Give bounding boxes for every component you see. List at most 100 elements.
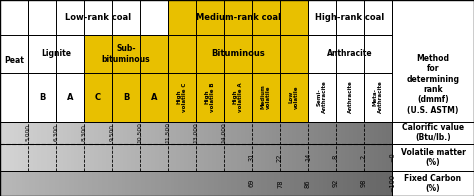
Bar [110, 122, 112, 171]
Bar [219, 171, 221, 196]
Bar [302, 122, 304, 171]
Bar [121, 171, 124, 196]
Bar [328, 171, 329, 196]
Bar [161, 122, 163, 171]
Text: ~0: ~0 [389, 152, 395, 162]
Bar [278, 171, 280, 196]
Bar [286, 171, 288, 196]
Bar [249, 122, 251, 171]
Bar [49, 122, 51, 171]
Bar [257, 171, 259, 196]
Bar [380, 122, 382, 171]
Bar [4, 171, 6, 196]
Bar [84, 73, 112, 122]
Bar [349, 122, 351, 171]
Bar [43, 171, 45, 196]
Bar [61, 171, 63, 196]
Text: Anthracite: Anthracite [327, 49, 373, 58]
Bar [259, 171, 261, 196]
Bar [12, 171, 14, 196]
Bar [271, 171, 273, 196]
Bar [321, 171, 323, 196]
Bar [24, 122, 26, 171]
Bar [288, 122, 290, 171]
Bar [190, 122, 192, 171]
Bar [178, 171, 180, 196]
Bar [318, 122, 319, 171]
Bar [57, 122, 59, 171]
Bar [14, 122, 16, 171]
Bar [366, 122, 368, 171]
Bar [282, 122, 284, 171]
Bar [147, 171, 149, 196]
Bar [8, 122, 10, 171]
Bar [263, 171, 264, 196]
Bar [169, 171, 171, 196]
Bar [386, 122, 388, 171]
Bar [378, 122, 380, 171]
Bar [124, 171, 126, 196]
Bar [345, 122, 347, 171]
Bar [92, 171, 94, 196]
Bar [169, 122, 171, 171]
Bar [63, 171, 64, 196]
Bar [126, 171, 128, 196]
Bar [288, 171, 290, 196]
Bar [380, 171, 382, 196]
Bar [229, 122, 231, 171]
Bar [268, 171, 271, 196]
Bar [135, 171, 137, 196]
Bar [353, 122, 355, 171]
Bar [67, 122, 69, 171]
Bar [106, 122, 108, 171]
Bar [368, 171, 371, 196]
Bar [26, 171, 27, 196]
Bar [88, 122, 90, 171]
Text: A: A [67, 93, 73, 102]
Bar [392, 144, 474, 171]
Bar [298, 122, 300, 171]
Bar [325, 122, 328, 171]
Bar [292, 171, 294, 196]
Bar [257, 122, 259, 171]
Bar [21, 122, 24, 171]
Text: Semi-
Anthracite: Semi- Anthracite [317, 81, 328, 113]
Bar [106, 171, 108, 196]
Bar [286, 122, 288, 171]
Bar [218, 171, 219, 196]
Bar [255, 122, 257, 171]
Bar [208, 122, 210, 171]
Bar [31, 122, 33, 171]
Bar [261, 122, 263, 171]
Bar [157, 122, 159, 171]
Bar [55, 171, 57, 196]
Bar [284, 122, 286, 171]
Bar [29, 171, 31, 196]
Bar [374, 171, 376, 196]
Text: 9,500: 9,500 [109, 124, 115, 141]
Bar [159, 122, 161, 171]
Bar [221, 122, 223, 171]
Text: Medium-rank coal: Medium-rank coal [195, 13, 281, 22]
Bar [308, 73, 336, 122]
Bar [33, 171, 35, 196]
Bar [202, 171, 204, 196]
Bar [284, 171, 286, 196]
Bar [373, 122, 374, 171]
Text: Peat: Peat [4, 56, 24, 65]
Bar [271, 122, 273, 171]
Bar [251, 122, 253, 171]
Bar [359, 171, 361, 196]
Text: 10,500: 10,500 [137, 122, 143, 143]
Bar [174, 171, 176, 196]
Bar [88, 171, 90, 196]
Bar [153, 171, 155, 196]
Bar [247, 122, 249, 171]
Bar [149, 171, 151, 196]
Bar [229, 171, 231, 196]
Bar [141, 122, 143, 171]
Bar [392, 0, 474, 196]
Bar [10, 171, 12, 196]
Bar [112, 171, 114, 196]
Bar [233, 171, 235, 196]
